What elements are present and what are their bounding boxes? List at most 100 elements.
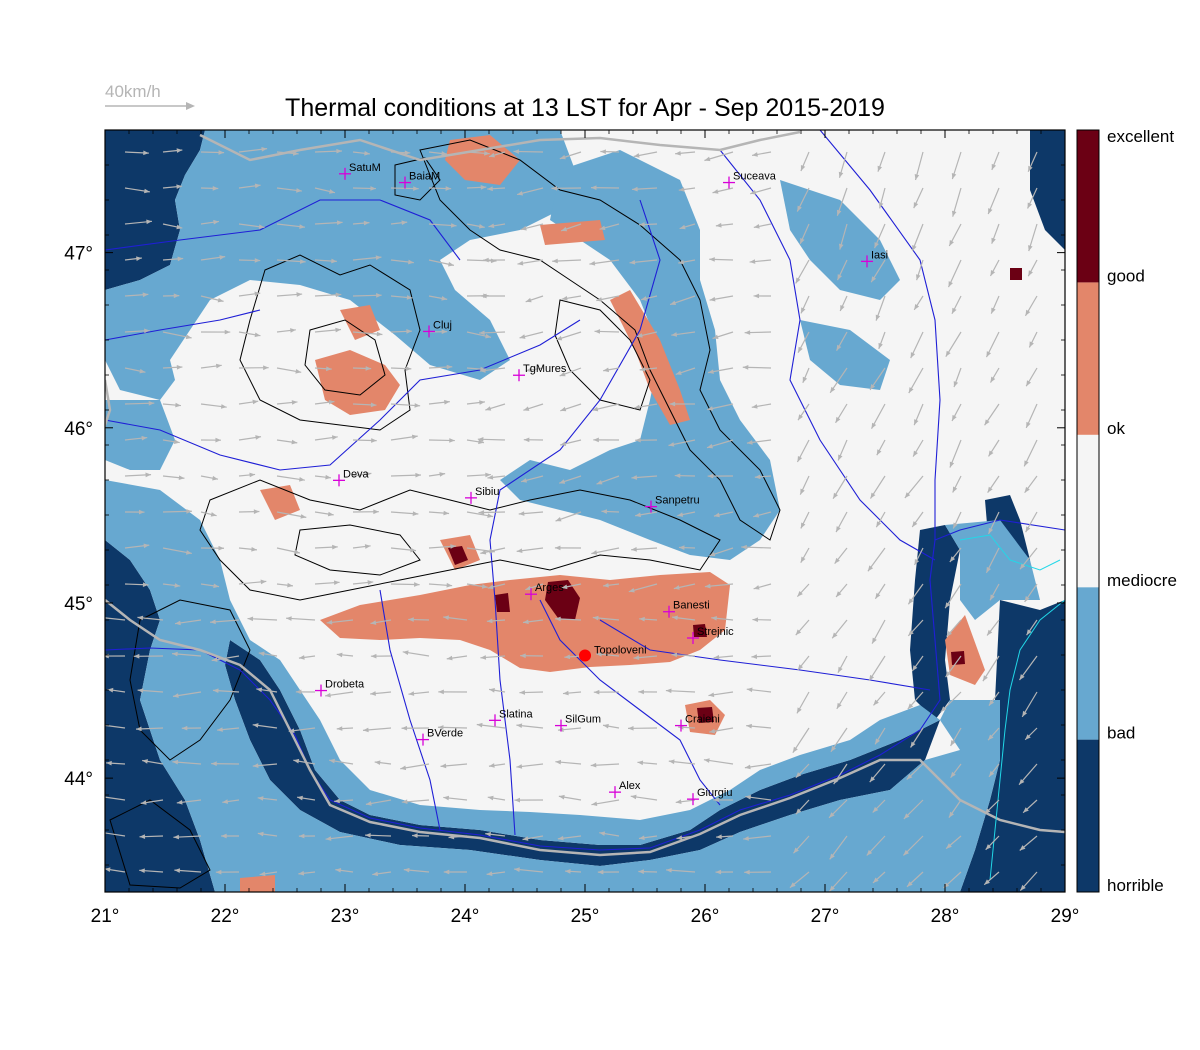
wind-arrowhead — [679, 224, 686, 230]
wind-arrowhead — [486, 618, 493, 624]
wind-arrowhead — [212, 186, 219, 191]
wind-arrowhead — [481, 293, 487, 299]
wind-arrowhead — [836, 591, 842, 597]
wind-arrowhead — [745, 794, 752, 800]
wind-arrowhead — [211, 761, 217, 767]
coast-black-sea — [989, 599, 1065, 881]
wind-arrowhead — [521, 478, 528, 483]
wind-arrowhead — [373, 509, 379, 515]
wind-arrowhead — [488, 152, 495, 158]
wind-arrowhead — [800, 488, 805, 495]
wind-arrowhead — [298, 655, 305, 660]
wind-arrowhead — [365, 471, 372, 477]
contour-apuseni-inner — [304, 319, 386, 396]
wind-arrowhead — [325, 836, 332, 841]
wind-arrowhead — [639, 366, 646, 372]
wind-arrowhead — [176, 224, 183, 230]
wind-arrowhead — [486, 871, 493, 876]
wind-arrowhead — [639, 616, 645, 622]
wind-arrowhead — [174, 583, 181, 588]
wind-vector-field — [105, 146, 1038, 892]
wind-arrowhead — [137, 688, 144, 693]
lon-tick-label: 29° — [1051, 906, 1080, 927]
wind-arrowhead — [258, 224, 265, 229]
spot-good-bucegi — [448, 546, 468, 565]
wind-arrowhead — [913, 450, 918, 457]
lat-tick-label: 47° — [64, 244, 93, 265]
wind-arrowhead — [753, 224, 760, 229]
wind-arrowhead — [185, 334, 192, 340]
wind-arrowhead — [517, 260, 524, 266]
legend-label: horrible — [1107, 876, 1164, 895]
wind-arrowhead — [144, 188, 150, 194]
wind-arrowhead — [704, 583, 711, 589]
wind-arrowhead — [329, 758, 335, 764]
wind-arrowhead — [945, 350, 951, 357]
spot-good-east — [1010, 268, 1022, 280]
wind-arrowhead — [715, 869, 722, 875]
wind-arrowhead — [678, 259, 685, 265]
city-label: Iasi — [871, 249, 888, 261]
wind-arrowhead — [256, 687, 263, 693]
legend-swatch-mediocre — [1077, 434, 1099, 588]
wind-arrowhead — [335, 327, 342, 333]
wind-arrowhead — [711, 615, 717, 621]
wind-arrowhead — [405, 366, 412, 371]
wind-arrowhead — [990, 594, 995, 601]
wind-arrowhead — [669, 401, 676, 407]
wind-arrowhead — [789, 882, 796, 888]
region-bad-east2 — [800, 320, 890, 390]
wind-arrowhead — [564, 869, 571, 874]
wind-arrowhead — [106, 760, 112, 766]
wind-arrowhead — [984, 879, 990, 885]
wind-arrowhead — [1025, 309, 1031, 316]
wind-arrowhead — [1019, 563, 1026, 570]
wind-arrowhead — [480, 185, 487, 190]
wind-arrowhead — [637, 760, 644, 766]
wind-arrowhead — [744, 764, 751, 770]
wind-arrowhead — [952, 486, 958, 493]
wind-arrowhead — [370, 691, 376, 696]
wind-arrowhead — [594, 329, 601, 334]
wind-arrowhead — [1025, 526, 1031, 533]
legend-swatch-bad — [1077, 587, 1099, 740]
city-label: Deva — [343, 468, 370, 480]
legend-label: bad — [1107, 724, 1135, 743]
wind-arrowhead — [181, 725, 188, 731]
wind-arrowhead — [877, 165, 883, 172]
wind-arrowhead — [413, 186, 419, 191]
wind-arrowhead — [629, 259, 636, 265]
city-label: Cluj — [433, 319, 452, 331]
region-bad-banat — [105, 400, 175, 470]
wind-arrowhead — [415, 472, 421, 478]
wind-arrowhead — [590, 762, 597, 768]
wind-arrowhead — [254, 183, 261, 189]
wind-arrowhead — [217, 727, 223, 732]
wind-arrowhead — [836, 209, 842, 216]
wind-arrowhead — [715, 222, 722, 228]
wind-arrowhead — [177, 256, 184, 262]
wind-arrowhead — [1028, 165, 1033, 172]
wind-arrowhead — [671, 652, 678, 658]
lon-tick-label: 23° — [331, 906, 360, 927]
wind-arrowhead — [638, 869, 644, 874]
city-alex: Alex — [609, 780, 641, 799]
wind-arrowhead — [709, 296, 716, 302]
contour-east-carp-inner — [554, 299, 651, 411]
wind-arrowhead — [221, 833, 227, 839]
wind-arrowhead — [593, 437, 599, 443]
wind-arrowhead — [450, 223, 457, 228]
wind-arrowhead — [878, 342, 883, 349]
wind-arrowhead — [949, 240, 954, 247]
wind-arrowhead — [873, 699, 879, 706]
wind-arrowhead — [873, 877, 879, 883]
wind-arrowhead — [913, 202, 919, 209]
wind-arrowhead — [1026, 629, 1032, 636]
wind-arrowhead — [374, 760, 381, 765]
spot-good-strejnic — [693, 624, 707, 637]
lon-tick-label: 25° — [571, 906, 600, 927]
country-border — [105, 130, 1065, 857]
wind-arrowhead — [628, 587, 635, 593]
wind-arrowhead — [753, 513, 760, 518]
wind-arrowhead — [139, 368, 146, 374]
